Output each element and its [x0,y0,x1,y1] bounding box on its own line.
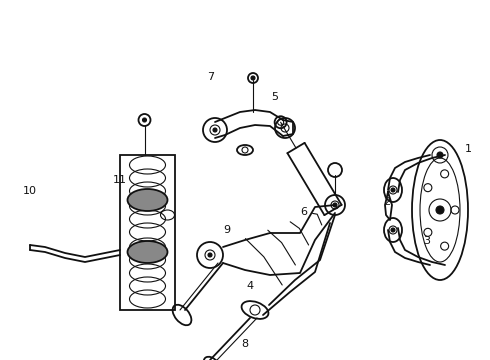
Bar [120,155,175,310]
Ellipse shape [127,241,168,263]
Text: 11: 11 [113,175,127,185]
Circle shape [333,203,337,207]
Text: 9: 9 [223,225,230,235]
Ellipse shape [127,189,168,211]
Circle shape [391,188,395,192]
Text: 5: 5 [271,92,278,102]
Circle shape [437,152,443,158]
Circle shape [251,76,255,80]
Text: 10: 10 [23,186,36,196]
Circle shape [436,206,444,214]
Text: 7: 7 [207,72,214,82]
Circle shape [213,128,217,132]
Text: 2: 2 [384,197,391,207]
Circle shape [143,118,147,122]
Text: 6: 6 [300,207,307,217]
Text: 8: 8 [242,339,248,349]
Circle shape [391,228,395,232]
Text: 1: 1 [465,144,471,154]
Text: 3: 3 [423,236,430,246]
Text: 4: 4 [246,281,253,291]
Circle shape [208,253,212,257]
